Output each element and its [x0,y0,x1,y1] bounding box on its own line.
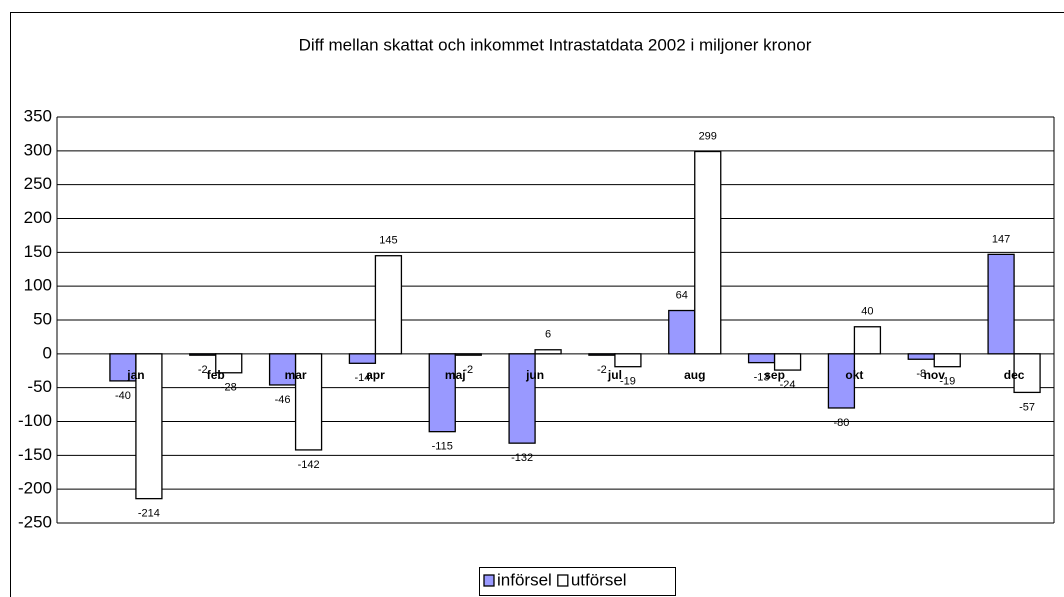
bar [827,353,856,409]
data-label: 147 [992,233,1010,245]
chart-title: Diff mellan skattat och inkommet Intrast… [299,35,812,54]
bar [747,353,776,364]
bar [348,353,377,364]
y-tick-label: -200 [18,479,52,498]
legend-swatch [557,574,569,587]
x-tick-label: feb [207,368,225,382]
bar [933,353,961,368]
x-tick-label: mar [285,368,307,382]
bar [614,353,642,368]
bar [534,349,562,355]
bar [907,353,935,360]
y-tick-label: 250 [24,174,52,193]
y-tick-label: -250 [18,512,52,531]
data-label: -8 [916,368,926,380]
bar [588,353,616,356]
data-label: -13 [754,372,770,384]
data-label: -19 [620,376,636,388]
data-label: -132 [511,452,533,464]
data-label: 6 [545,329,551,341]
bar [1013,353,1041,394]
data-label: -57 [1019,401,1035,413]
data-label: -115 [432,441,453,453]
x-tick-label: aug [684,368,705,382]
y-tick-label: 200 [24,208,52,227]
data-label: 145 [379,235,397,247]
x-tick-label: jun [525,368,544,382]
bar [109,353,137,382]
bar [987,253,1015,355]
bar [189,353,217,356]
y-tick-label: 150 [24,242,52,261]
bar [215,353,243,374]
y-tick-label: -50 [27,377,52,396]
data-label: -46 [275,394,291,406]
bar [853,326,882,355]
y-tick-label: 350 [24,106,52,125]
legend-label: införsel [497,570,552,589]
x-tick-label: dec [1004,368,1025,382]
y-tick-label: 50 [33,309,52,328]
bar [508,353,536,444]
x-tick-label: jul [607,368,622,382]
x-tick-label: maj [445,368,466,382]
bar [773,353,802,371]
data-label: -214 [138,508,160,520]
bar [694,150,722,355]
bar [294,353,323,451]
data-label: -24 [780,379,796,391]
data-label: 299 [699,130,717,142]
y-tick-label: -100 [18,411,52,430]
bar [428,353,456,433]
legend-label: utförsel [571,570,627,589]
legend-box [479,567,676,596]
bar [668,309,696,355]
data-label: -142 [298,459,320,471]
data-label: -19 [939,376,955,388]
legend-swatch [483,574,495,587]
y-tick-label: -150 [18,445,52,464]
x-tick-label: apr [366,368,385,382]
y-tick-label: 100 [24,276,52,295]
data-label: 64 [676,289,688,301]
data-label: -2 [597,364,607,376]
data-label: -40 [115,390,131,402]
y-tick-label: 300 [24,140,52,159]
data-label: -80 [833,417,849,429]
y-tick-label: 0 [43,343,52,362]
x-tick-label: nov [924,368,946,382]
x-tick-label: jan [126,368,144,382]
data-label: 40 [861,306,873,318]
bar [374,255,403,355]
bar [135,353,163,500]
x-tick-label: okt [845,368,863,382]
data-label: -14 [354,372,370,384]
bar [454,353,482,356]
data-label: -2 [463,364,473,376]
data-label: -28 [221,382,237,394]
x-tick-label: sep [764,368,785,382]
chart-frame [10,12,1064,597]
data-label: -2 [198,364,208,376]
